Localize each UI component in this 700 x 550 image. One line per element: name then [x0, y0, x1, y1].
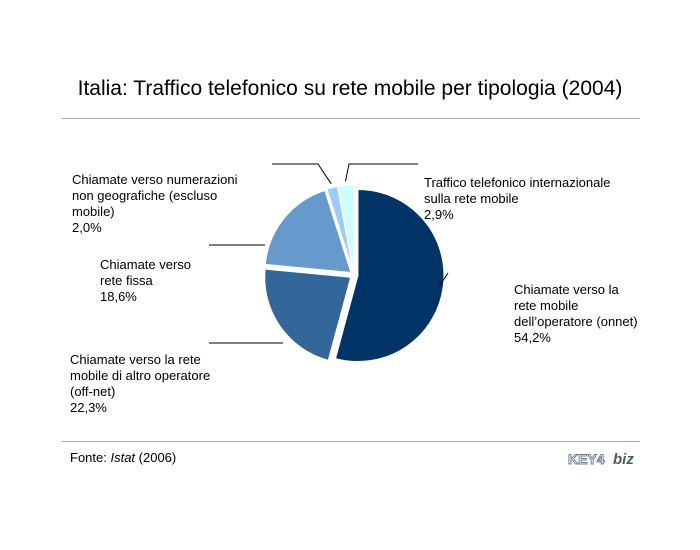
slice-label-internazionale: Traffico telefonico internazionale sulla… — [424, 175, 611, 222]
slice-label-non-geografiche: Chiamate verso numerazioni non geografic… — [72, 172, 238, 235]
pie-slice-rete-fissa — [264, 189, 352, 274]
bottom-divider — [62, 441, 640, 442]
leader-line-non-geografiche — [272, 163, 332, 185]
pie-slice-offnet — [264, 268, 352, 361]
leader-line-onnet — [438, 272, 449, 287]
pie-slice-non-geografiche — [326, 185, 354, 272]
key4biz-logo: KEY4 biz — [568, 451, 634, 469]
pie-slice-internazionale — [337, 184, 355, 272]
slice-label-rete-fissa: Chiamate verso rete fissa 18,6% — [100, 257, 192, 304]
svg-text:KEY4: KEY4 — [568, 451, 605, 467]
chart-title: Italia: Traffico telefonico su rete mobi… — [77, 77, 623, 100]
top-divider — [62, 118, 640, 119]
pie-slice-onnet — [334, 189, 445, 363]
slice-label-offnet: Chiamate verso la rete mobile di altro o… — [70, 352, 211, 415]
source-note: Fonte: Istat (2006) — [70, 450, 177, 465]
source-name: Istat — [110, 450, 136, 465]
leader-line-internazionale — [344, 163, 418, 182]
svg-text:biz: biz — [613, 451, 634, 468]
slice-label-onnet: Chiamate verso la rete mobile dell’opera… — [514, 282, 638, 345]
